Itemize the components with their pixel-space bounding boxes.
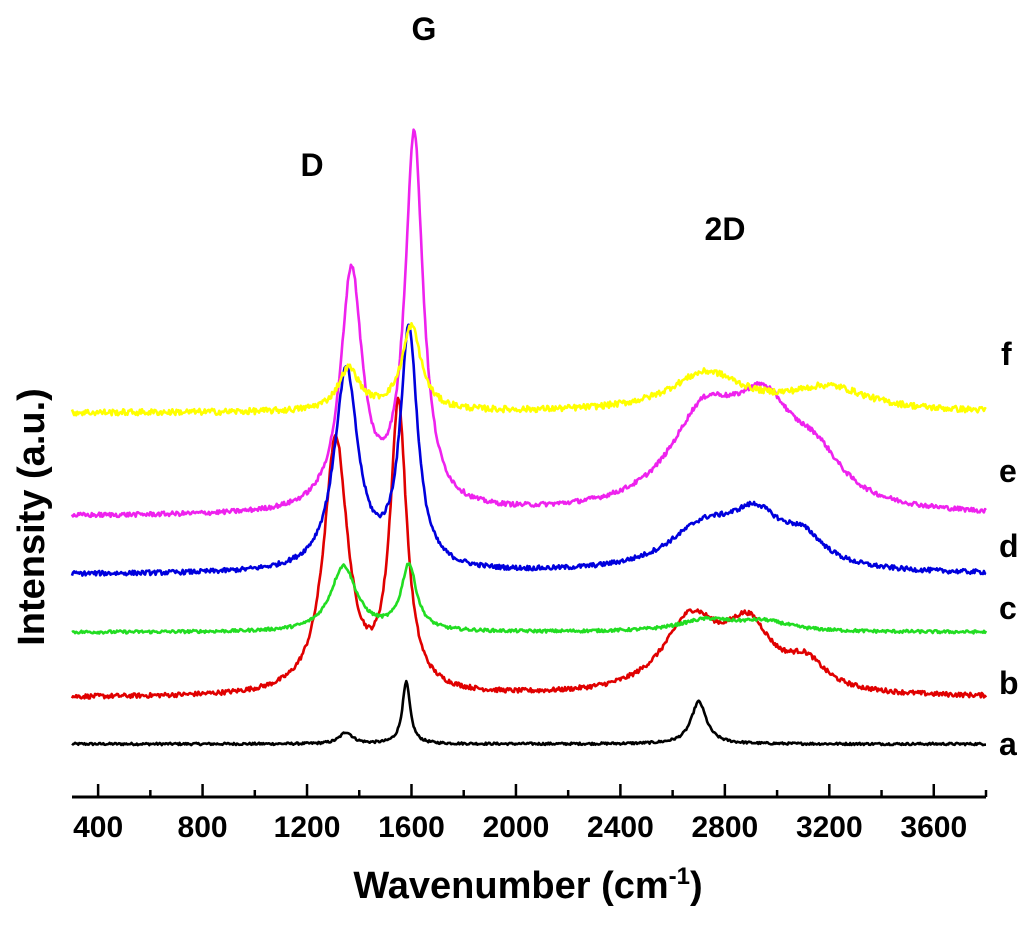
- series-label-c: c: [999, 590, 1017, 626]
- x-axis-title-superscript: -1: [669, 863, 690, 890]
- x-tick-label: 400: [73, 811, 123, 844]
- x-tick-label: 3200: [796, 811, 863, 844]
- y-axis-title: Intensity (a.u.): [11, 388, 53, 646]
- x-tick-label: 2800: [691, 811, 758, 844]
- series-label-f: f: [1001, 336, 1012, 372]
- series-line-a: [71, 679, 987, 747]
- y-axis-title-text: Intensity (a.u.): [11, 388, 53, 646]
- x-tick-label: 800: [178, 811, 228, 844]
- peak-label-g: G: [412, 11, 437, 47]
- x-tick-label: 2400: [587, 811, 654, 844]
- x-axis-title: Wavenumber (cm-1): [353, 863, 702, 907]
- series-line-f: [70, 322, 987, 417]
- x-tick-label: 3600: [900, 811, 967, 844]
- series-label-b: b: [999, 665, 1019, 701]
- peak-label-d: D: [300, 147, 323, 183]
- series-label-a: a: [999, 726, 1017, 762]
- series-line-e: [70, 128, 987, 519]
- series-line-c: [71, 562, 988, 635]
- x-axis: 400 800 1200 1600 2000 2400 2800 3200 3600: [72, 784, 988, 844]
- x-tick-label: 1600: [378, 811, 445, 844]
- x-axis-title-suffix: ): [690, 865, 703, 907]
- series-line-d: [70, 323, 987, 577]
- x-axis-title-text: Wavenumber (cm: [353, 865, 668, 907]
- series-line-b: [70, 396, 988, 700]
- series-labels: f e d c b a: [999, 336, 1019, 762]
- x-tick-label: 2000: [483, 811, 550, 844]
- peak-label-2d: 2D: [705, 211, 746, 247]
- series-label-d: d: [999, 528, 1019, 564]
- series-layer: [70, 128, 988, 747]
- series-label-e: e: [999, 453, 1017, 489]
- x-tick-label: 1200: [274, 811, 341, 844]
